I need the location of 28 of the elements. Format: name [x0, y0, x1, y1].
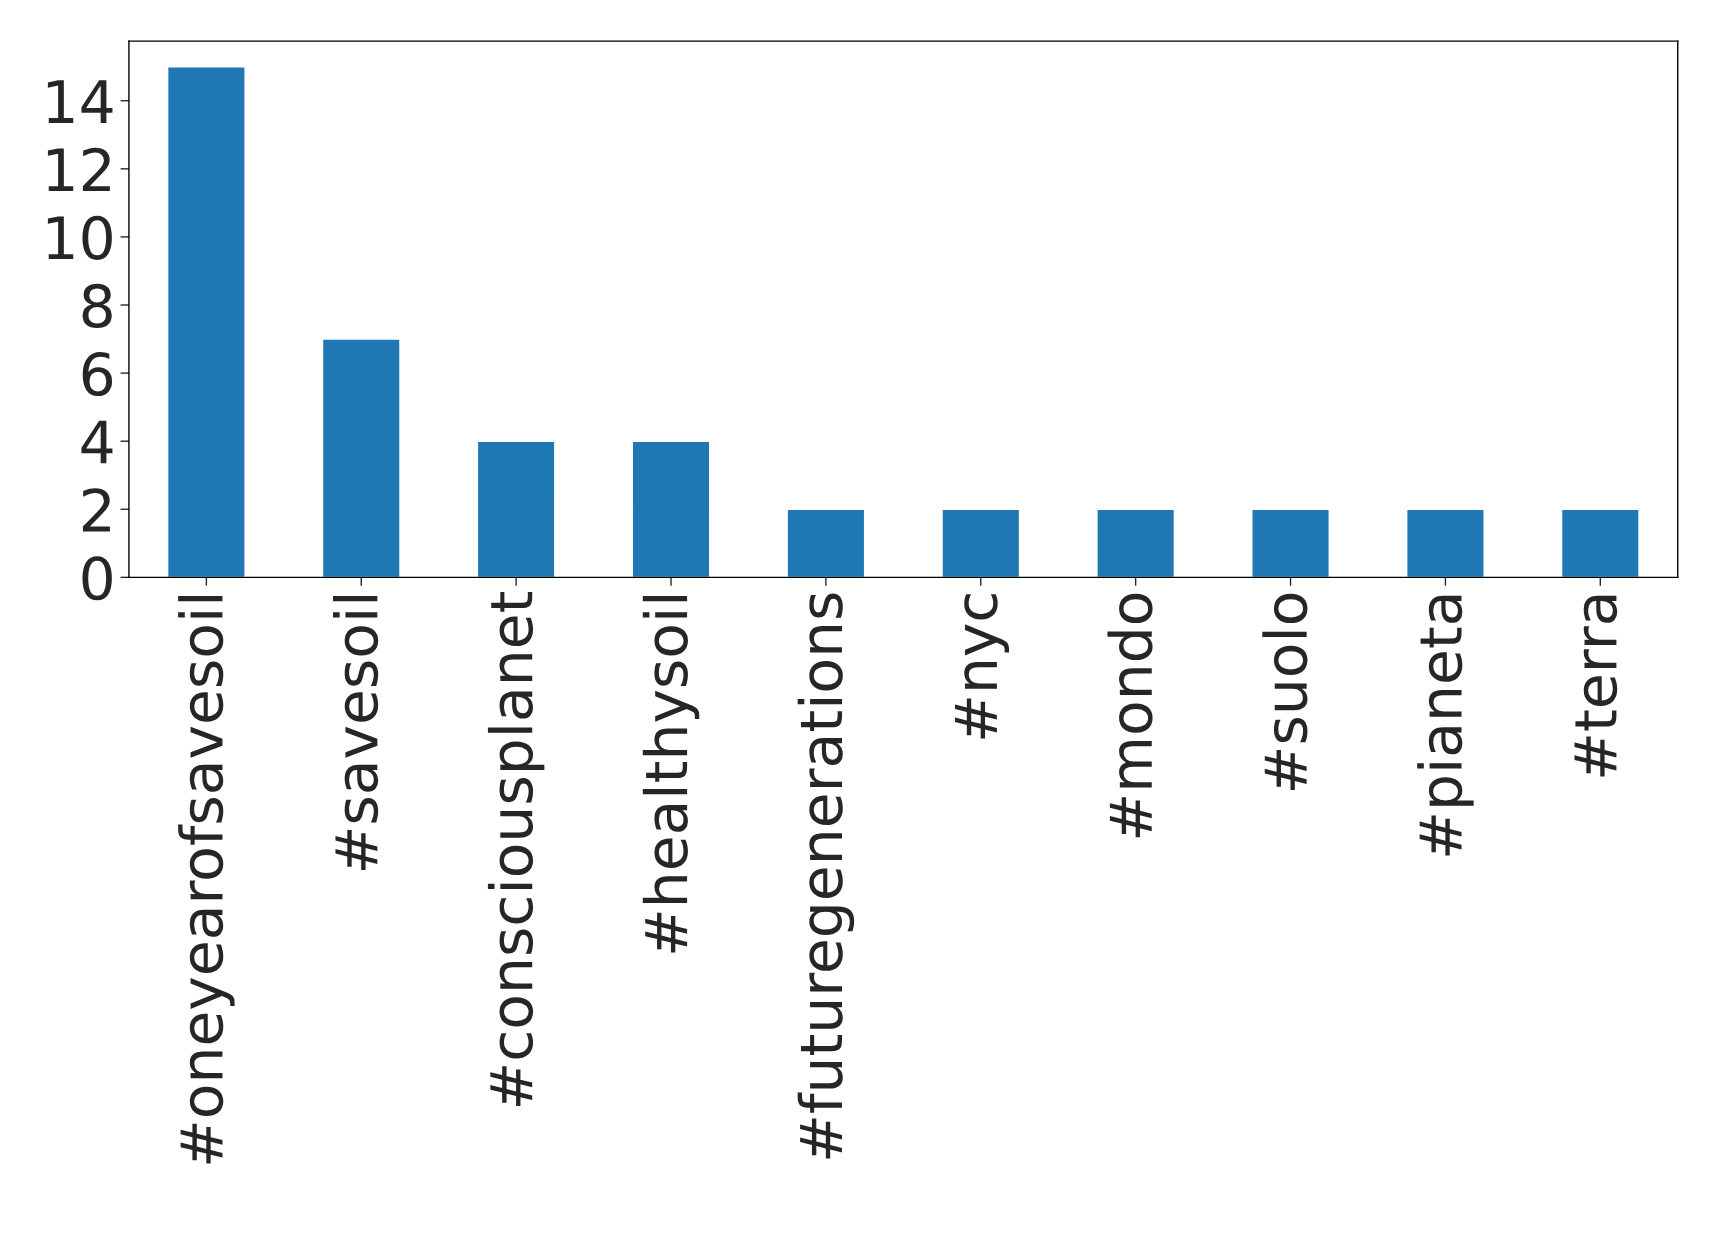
- y-tick-label: 4: [81, 420, 113, 464]
- x-tick-label: #healthysoil: [642, 596, 700, 953]
- bar: [941, 508, 1021, 578]
- bar: [1560, 508, 1640, 578]
- y-tick-label: 10: [47, 215, 112, 260]
- bar: [166, 65, 246, 578]
- bar: [786, 508, 866, 578]
- bar: [1406, 508, 1485, 578]
- y-tick-label: 8: [82, 283, 112, 328]
- x-tick-label: #savesoil: [333, 596, 379, 870]
- bar: [1096, 508, 1176, 578]
- x-tick-label: #oneyearofsavesoil: [178, 596, 235, 1164]
- x-tick-label: #nyc: [955, 594, 1009, 739]
- bar: [321, 338, 401, 578]
- y-tick-label: 6: [82, 351, 113, 397]
- x-tick-label: #futuregenerations: [797, 593, 855, 1159]
- x-tick-label: #mondo: [1107, 593, 1153, 838]
- x-tick-label: #consciousplanet: [487, 591, 545, 1107]
- bar: [1251, 508, 1330, 578]
- y-tick-label: 12: [47, 147, 110, 191]
- x-tick-label: #suolo: [1262, 593, 1308, 790]
- y-tick-label: 0: [82, 556, 112, 601]
- x-tick-label: #terra: [1574, 595, 1618, 777]
- y-tick-label: 2: [82, 488, 110, 532]
- bar: [476, 440, 556, 578]
- bar: [631, 440, 711, 578]
- y-tick-label: 14: [47, 80, 113, 123]
- x-tick-label: #pianeta: [1417, 595, 1474, 856]
